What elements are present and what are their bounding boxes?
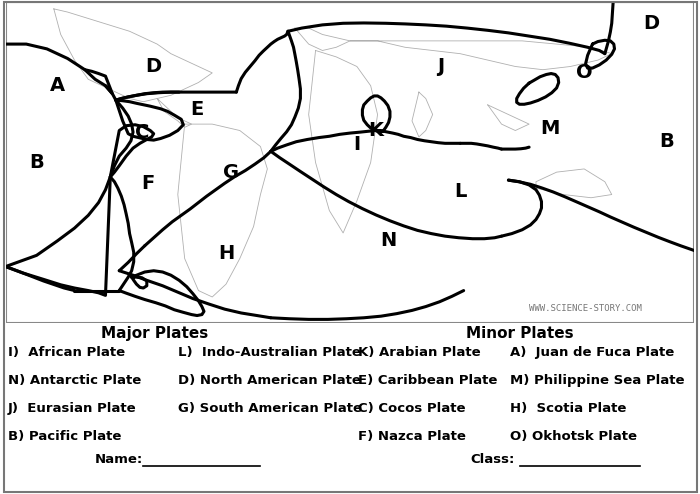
Text: M: M [540,120,559,138]
Text: E) Caribbean Plate: E) Caribbean Plate [358,374,498,387]
Text: E: E [190,100,204,119]
Text: A: A [50,76,65,95]
Text: M) Philippine Sea Plate: M) Philippine Sea Plate [510,374,685,387]
Text: O: O [576,63,592,82]
Text: B) Pacific Plate: B) Pacific Plate [8,430,121,443]
Text: O) Okhotsk Plate: O) Okhotsk Plate [510,430,637,443]
Text: D: D [643,14,660,33]
Text: G) South American Plate: G) South American Plate [178,402,362,415]
Text: D) North American Plate: D) North American Plate [178,374,361,387]
Text: L: L [454,182,466,201]
Text: Major Plates: Major Plates [102,326,209,341]
Text: J)  Eurasian Plate: J) Eurasian Plate [8,402,136,415]
Text: L)  Indo-Australian Plate: L) Indo-Australian Plate [178,346,361,359]
Text: B: B [29,153,44,172]
Text: H: H [218,244,234,263]
Text: C: C [135,123,149,142]
Text: B: B [659,132,674,151]
Text: J: J [438,57,444,76]
Text: Name:: Name: [95,453,144,466]
Text: Minor Plates: Minor Plates [466,326,574,341]
Text: F) Nazca Plate: F) Nazca Plate [358,430,466,443]
Text: I)  African Plate: I) African Plate [8,346,125,359]
Text: H)  Scotia Plate: H) Scotia Plate [510,402,626,415]
Text: K: K [369,121,384,140]
Text: F: F [141,174,155,193]
Text: I: I [354,135,360,155]
Text: D: D [146,57,162,76]
Text: Class:: Class: [470,453,514,466]
Text: C) Cocos Plate: C) Cocos Plate [358,402,466,415]
Text: G: G [223,163,239,182]
Text: N) Antarctic Plate: N) Antarctic Plate [8,374,141,387]
Text: A)  Juan de Fuca Plate: A) Juan de Fuca Plate [510,346,674,359]
Text: WWW.SCIENCE-STORY.COM: WWW.SCIENCE-STORY.COM [529,304,642,313]
Text: K) Arabian Plate: K) Arabian Plate [358,346,481,359]
Text: N: N [380,232,396,250]
